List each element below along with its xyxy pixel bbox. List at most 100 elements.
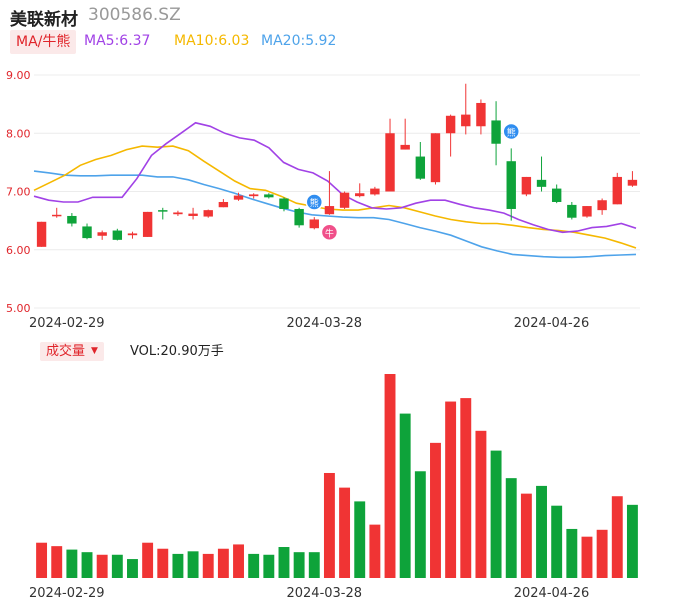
candle-body <box>36 221 47 247</box>
volume-bar <box>278 547 290 578</box>
candle-body <box>536 179 547 187</box>
volume-bar <box>51 546 63 578</box>
candle-body <box>400 144 410 150</box>
ma5-legend: MA5:6.37 <box>84 33 151 49</box>
volume-bar <box>430 442 441 578</box>
candle-body <box>158 210 168 212</box>
volume-bar <box>354 501 366 578</box>
volume-x-tick-label: 2024-02-29 <box>29 586 105 601</box>
volume-bar <box>596 529 608 578</box>
candle-body <box>203 210 213 217</box>
candle-body <box>612 176 622 205</box>
candle-body <box>370 188 380 195</box>
candle-body <box>597 200 607 211</box>
volume-bar <box>323 472 335 578</box>
volume-bar <box>172 553 184 578</box>
volume-bar <box>308 552 320 578</box>
stock-code: 300586.SZ <box>88 5 181 25</box>
price-axis-label: 8.00 <box>6 127 31 140</box>
candle-body <box>294 208 304 226</box>
candle-body <box>324 206 335 215</box>
volume-bar <box>399 413 411 578</box>
bear-marker-label: 熊 <box>310 197 319 209</box>
volume-bar <box>460 398 472 578</box>
volume-x-tick-label: 2024-03-28 <box>286 586 362 601</box>
volume-bar <box>66 549 78 578</box>
candle-body <box>385 133 395 192</box>
volume-bar <box>293 552 305 578</box>
bull-marker-label: 牛 <box>325 227 334 239</box>
bear-marker-icon <box>305 193 324 211</box>
candle-body <box>173 212 183 215</box>
candle-body <box>461 114 471 127</box>
candle-body <box>445 115 456 134</box>
price-axis-label: 9.00 <box>6 69 31 82</box>
candle-body <box>233 195 244 200</box>
candle-body <box>627 179 638 186</box>
candle-body <box>82 226 92 239</box>
caret-down-icon: ▼ <box>91 346 98 356</box>
candle-body <box>309 219 319 229</box>
ma5-line <box>33 121 637 234</box>
candle-body <box>52 214 62 217</box>
candle-body <box>127 233 138 236</box>
candle-body <box>142 211 153 237</box>
volume-bar <box>626 504 638 578</box>
ma-toggle-button[interactable]: MA/牛熊 <box>10 30 77 54</box>
candle-body <box>339 192 350 208</box>
volume-toggle-button[interactable]: 成交量 ▼ <box>40 342 104 361</box>
candle-body <box>521 176 532 195</box>
ma20-legend: MA20:5.92 <box>261 33 337 49</box>
bear-marker-label: 熊 <box>507 127 516 139</box>
candle-body <box>279 198 289 209</box>
candle-body <box>491 120 501 144</box>
volume-bar <box>520 493 532 578</box>
volume-bar <box>445 401 457 578</box>
price-axis-label: 7.00 <box>6 186 31 199</box>
volume-bar <box>142 542 154 578</box>
volume-bar <box>384 374 396 578</box>
volume-bar <box>339 487 351 578</box>
volume-bar <box>536 485 547 578</box>
volume-bar <box>81 552 93 578</box>
ma10-legend: MA10:6.03 <box>174 33 250 49</box>
volume-bar <box>187 551 199 578</box>
volume-readout: VOL:20.90万手 <box>130 344 224 359</box>
volume-bar <box>96 554 108 578</box>
volume-bar <box>263 554 275 578</box>
candle-body <box>476 102 486 127</box>
volume-bar <box>505 478 517 578</box>
candle-body <box>264 194 274 198</box>
volume-bar <box>127 559 138 578</box>
volume-bar <box>233 544 244 578</box>
candle-body <box>506 161 516 209</box>
volume-x-tick-label: 2024-04-26 <box>514 586 590 601</box>
volume-bar <box>157 548 169 578</box>
volume-bar <box>414 471 426 578</box>
candle-body <box>218 201 229 208</box>
candle-body <box>188 213 198 216</box>
bull-marker-icon <box>320 223 339 242</box>
volume-toggle-label: 成交量 <box>46 344 86 359</box>
volume-bar <box>111 554 123 578</box>
price-x-tick-label: 2024-04-26 <box>514 316 590 331</box>
volume-bar <box>202 553 214 578</box>
candle-body <box>355 193 365 197</box>
ma20-line <box>33 170 637 259</box>
volume-bar <box>566 528 578 578</box>
volume-bar <box>475 430 487 578</box>
ma10-line <box>33 145 637 249</box>
volume-bar <box>36 542 48 578</box>
volume-bar <box>611 496 623 578</box>
volume-bar <box>369 524 381 578</box>
volume-bar <box>551 505 563 578</box>
candle-body <box>67 215 77 224</box>
stock-name: 美联新材 <box>10 10 78 30</box>
candle-body <box>551 188 562 202</box>
candle-body <box>567 204 577 218</box>
bear-marker-icon <box>502 122 520 141</box>
price-axis-label: 6.00 <box>6 244 31 257</box>
price-x-tick-label: 2024-03-28 <box>286 316 362 331</box>
price-x-tick-label: 2024-02-29 <box>29 316 105 331</box>
